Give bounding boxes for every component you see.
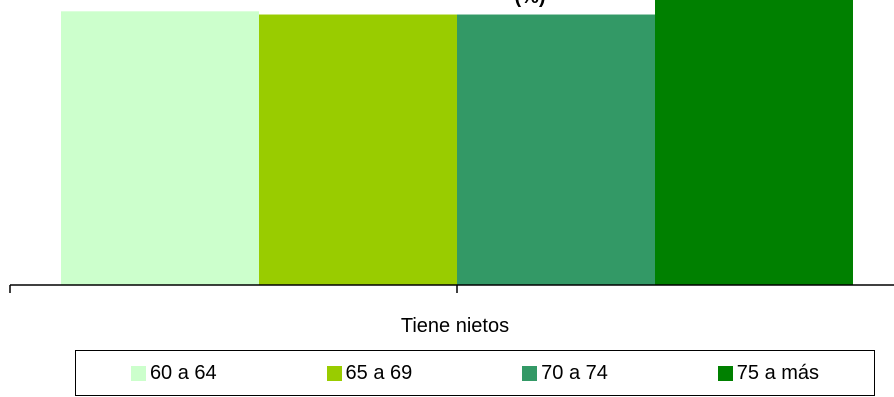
chart-title-fragment: (%) [514,0,545,8]
bars-group [61,0,853,286]
legend-label: 60 a 64 [149,361,217,384]
legend-label: 70 a 74 [541,361,608,384]
bar-65-a-69 [259,14,457,286]
x-axis-label: Tiene nietos [401,315,509,337]
legend-label: 75 a más [736,361,820,384]
legend-swatch [130,365,146,381]
legend-item-75-a-m-s: 75 a más [717,361,820,385]
legend-item-70-a-74: 70 a 74 [522,362,608,385]
legend-item-65-a-69: 65 a 69 [326,361,413,385]
bar-75-a-m-s [655,0,853,285]
legend-swatch [717,365,733,381]
legend-swatch [326,365,342,381]
legend-swatch [522,365,538,381]
bar-60-a-64 [61,11,259,286]
bar-70-a-74 [457,14,655,286]
legend: 60 a 64 65 a 69 70 a 74 75 a más [75,350,875,396]
legend-item-60-a-64: 60 a 64 [130,361,217,385]
legend-label: 65 a 69 [345,361,413,384]
